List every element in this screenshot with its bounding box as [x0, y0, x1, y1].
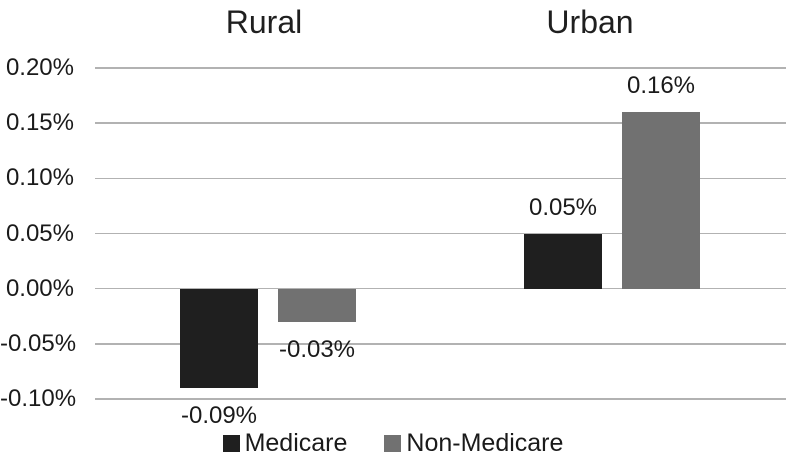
value-label-urban-medicare: 0.05%	[528, 193, 598, 221]
legend-item-non-medicare: Non-Medicare	[384, 430, 563, 456]
medicare-swatch-icon	[222, 434, 240, 452]
y-axis-tick-label: 0.15%	[5, 109, 74, 137]
gridline-0.00%	[95, 287, 786, 290]
y-axis-tick-label: 0.05%	[5, 219, 74, 247]
gridline-0.20%	[95, 67, 786, 69]
value-label-urban-non-medicare: 0.16%	[626, 72, 696, 100]
gridline--0.05%	[95, 343, 786, 345]
legend-item-medicare: Medicare	[222, 429, 348, 457]
y-axis-tick-label: -0.10%	[0, 385, 77, 412]
gridline--0.10%	[95, 398, 786, 400]
value-label-rural-non-medicare: -0.03%	[278, 335, 356, 363]
bar-rural-non-medicare	[278, 288, 356, 322]
y-axis-tick-label: 0.10%	[5, 164, 74, 192]
bar-rural-medicare	[180, 288, 258, 388]
gridline-0.05%	[95, 232, 786, 235]
group-title-urban: Urban	[546, 4, 634, 40]
non-medicare-swatch-icon	[384, 434, 402, 452]
y-axis-tick-label: 0.20%	[5, 54, 74, 81]
y-axis-tick-label: 0.00%	[5, 274, 74, 302]
legend: Medicare Non-Medicare	[0, 430, 786, 456]
group-title-rural: Rural	[225, 4, 303, 40]
legend-label-non-medicare: Non-Medicare	[406, 429, 564, 457]
gridline-0.15%	[95, 122, 786, 124]
legend-label-medicare: Medicare	[244, 429, 348, 457]
gridline-0.10%	[95, 177, 786, 180]
bar-urban-medicare	[524, 233, 602, 289]
bar-urban-non-medicare	[622, 112, 700, 289]
y-axis-tick-label: -0.05%	[0, 329, 77, 357]
value-label-rural-medicare: -0.09%	[180, 401, 258, 429]
